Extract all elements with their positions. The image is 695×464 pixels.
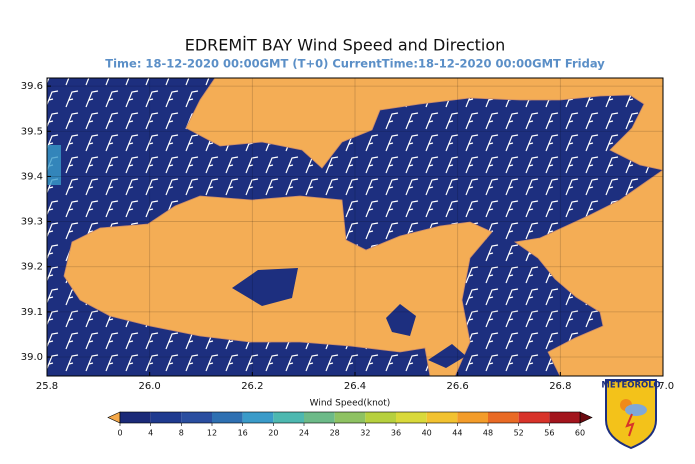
colorbar-over bbox=[579, 411, 593, 424]
x-tick-label: 27.0 bbox=[652, 381, 674, 392]
inlet bbox=[428, 344, 466, 368]
map-area bbox=[47, 78, 663, 376]
grid bbox=[47, 78, 663, 376]
colorbar-segment bbox=[273, 412, 304, 423]
chart-title: EDREMİT BAY Wind Speed and Direction bbox=[185, 36, 506, 55]
y-tick-label: 39.1 bbox=[21, 307, 43, 318]
colorbar-segment bbox=[334, 412, 366, 423]
colorbar-tick-label: 52 bbox=[514, 429, 524, 438]
y-tick-label: 39.3 bbox=[21, 217, 43, 228]
colorbar-tick-label: 40 bbox=[422, 429, 432, 438]
y-tick-label: 39.4 bbox=[21, 171, 43, 182]
colorbar-tick-label: 4 bbox=[148, 429, 153, 438]
sea-patch bbox=[47, 145, 61, 185]
colorbar-segment bbox=[242, 412, 274, 423]
land-east bbox=[513, 169, 663, 376]
y-tick-label: 39.6 bbox=[21, 81, 43, 92]
colorbar-tick-label: 16 bbox=[238, 429, 248, 438]
colorbar-under bbox=[107, 411, 121, 424]
colorbar-segment bbox=[457, 412, 488, 423]
y-tick-label: 39.2 bbox=[21, 262, 43, 273]
x-tick-label: 26.2 bbox=[241, 381, 263, 392]
y-tick-label: 39.5 bbox=[21, 126, 43, 137]
colorbar-segment bbox=[549, 412, 580, 423]
colorbar-tick-label: 24 bbox=[299, 429, 309, 438]
colorbar-tick-label: 8 bbox=[179, 429, 184, 438]
logo-cloud bbox=[625, 404, 647, 416]
colorbar-segment bbox=[426, 412, 458, 423]
y-tick-label: 39.0 bbox=[21, 352, 43, 363]
colorbar-tick-label: 0 bbox=[117, 429, 122, 438]
logo-bolt bbox=[625, 413, 635, 437]
x-tick-label: 26.0 bbox=[139, 381, 161, 392]
colorbar-frame bbox=[119, 411, 581, 424]
colorbar-segment bbox=[365, 412, 396, 423]
land-north bbox=[185, 78, 663, 171]
logo: METEOROLO bbox=[601, 379, 661, 450]
colorbar-segment bbox=[518, 412, 550, 423]
colorbar-tick-label: 28 bbox=[330, 429, 340, 438]
colorbar-segment bbox=[488, 412, 519, 423]
colorbar-tick-label: 12 bbox=[207, 429, 217, 438]
colorbar-tick-label: 56 bbox=[544, 429, 554, 438]
inlet bbox=[386, 304, 416, 336]
axes: 25.8 26.0 26.2 26.4 26.6 26.8 27.0 39.0 39.1 39.2… bbox=[21, 81, 674, 392]
colorbar-tick-label: 44 bbox=[452, 429, 462, 438]
colorbar-tick-label: 48 bbox=[483, 429, 493, 438]
colorbar-segment bbox=[150, 412, 182, 423]
colorbar-segment bbox=[304, 412, 335, 423]
colorbar-tick-label: 36 bbox=[391, 429, 401, 438]
colorbar-tick-label: 20 bbox=[268, 429, 278, 438]
colorbar-segment bbox=[181, 412, 212, 423]
inlet bbox=[232, 268, 298, 306]
colorbar-segment bbox=[396, 412, 427, 423]
colorbar-segment bbox=[212, 412, 243, 423]
x-tick-label: 26.6 bbox=[447, 381, 469, 392]
x-tick-label: 26.4 bbox=[344, 381, 366, 392]
colorbar-segment bbox=[120, 412, 151, 423]
colorbar: 0 4 8 12 16 20 24 28 32 36 40 44 48 52 56 60 bbox=[107, 411, 593, 438]
logo-text: METEOROLO bbox=[601, 381, 660, 391]
chart-subtitle: Time: 18-12-2020 00:00GMT (T+0) CurrentT… bbox=[105, 57, 605, 71]
x-tick-label: 25.8 bbox=[36, 381, 58, 392]
colorbar-tick-label: 60 bbox=[575, 429, 585, 438]
x-tick-label: 26.8 bbox=[549, 381, 571, 392]
colorbar-tick-label: 32 bbox=[360, 429, 370, 438]
colorbar-label: Wind Speed(knot) bbox=[310, 399, 391, 409]
